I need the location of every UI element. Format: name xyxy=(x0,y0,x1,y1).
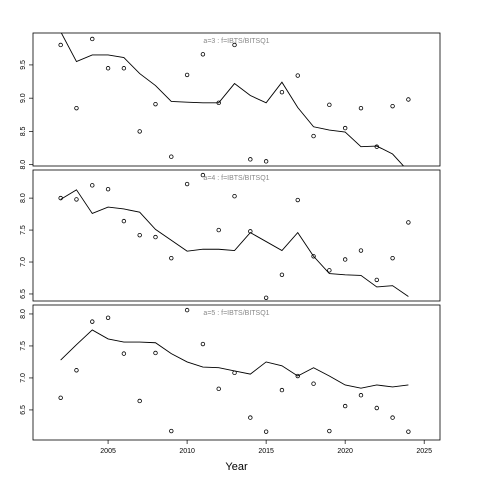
data-point xyxy=(90,319,95,324)
x-tick-label: 2020 xyxy=(337,448,353,455)
data-point xyxy=(327,428,332,434)
y-tick-label: 7.5 xyxy=(20,225,27,235)
data-point xyxy=(263,429,269,434)
y-tick-label: 7.0 xyxy=(20,257,27,267)
data-point xyxy=(311,381,316,386)
data-point xyxy=(406,220,411,225)
data-point xyxy=(74,105,79,111)
data-point xyxy=(295,197,300,203)
data-point xyxy=(216,227,221,233)
data-point xyxy=(406,97,411,102)
data-point xyxy=(390,255,395,261)
data-point xyxy=(232,42,237,48)
panel-frame xyxy=(32,169,441,302)
data-point xyxy=(200,172,206,178)
data-point xyxy=(374,405,379,411)
data-point xyxy=(279,387,285,393)
data-point xyxy=(74,197,79,202)
data-point xyxy=(342,257,348,262)
data-point xyxy=(200,341,206,347)
data-line xyxy=(60,329,409,389)
data-point xyxy=(295,73,300,78)
data-point xyxy=(232,193,237,199)
data-point xyxy=(295,373,300,379)
data-point xyxy=(121,351,127,356)
data-point xyxy=(311,254,316,259)
y-tick-label: 9.0 xyxy=(20,93,27,103)
data-point xyxy=(105,186,111,192)
data-point xyxy=(121,66,127,71)
data-point xyxy=(342,403,348,409)
data-point xyxy=(105,315,111,320)
data-point xyxy=(137,129,142,134)
data-point xyxy=(342,125,348,131)
y-tick-label: 8.5 xyxy=(20,126,27,136)
data-point xyxy=(169,255,174,261)
data-point xyxy=(137,232,142,238)
data-point xyxy=(74,368,79,373)
data-point xyxy=(263,159,269,164)
y-tick-label: 8.0 xyxy=(20,193,27,203)
data-point xyxy=(358,393,364,398)
data-point xyxy=(248,157,253,162)
data-point xyxy=(90,183,95,188)
y-tick-label: 6.5 xyxy=(20,289,27,299)
data-point xyxy=(358,105,364,111)
y-tick-label: 9.5 xyxy=(20,60,27,70)
x-tick-label: 2015 xyxy=(258,448,274,455)
data-point xyxy=(327,102,332,108)
y-tick-label: 7.5 xyxy=(20,341,27,351)
data-point xyxy=(406,429,411,434)
data-point xyxy=(58,395,63,400)
data-point xyxy=(279,89,285,95)
data-point xyxy=(153,350,158,356)
y-tick-label: 8.0 xyxy=(20,160,27,170)
data-point xyxy=(58,42,63,48)
data-point xyxy=(200,52,206,57)
panel-title: a=4 : f=IBTS/BITSQ1 xyxy=(203,175,269,182)
data-point xyxy=(248,415,253,420)
data-point xyxy=(311,133,316,139)
data-point xyxy=(390,415,395,420)
plot-area xyxy=(58,33,411,166)
data-point xyxy=(216,386,221,392)
panel-title: a=5 : f=IBTS/BITSQ1 xyxy=(203,310,269,317)
data-line xyxy=(60,189,409,297)
data-point xyxy=(390,103,395,109)
data-line xyxy=(60,33,405,166)
y-tick-label: 7.0 xyxy=(20,373,27,383)
x-tick-label: 2005 xyxy=(100,448,116,455)
data-point xyxy=(90,36,95,42)
plot-area xyxy=(58,172,411,301)
data-point xyxy=(169,428,174,434)
data-point xyxy=(184,181,190,187)
panel-frame xyxy=(32,304,441,441)
data-point xyxy=(153,101,158,107)
panel-frame xyxy=(32,32,441,167)
y-tick-label: 6.5 xyxy=(20,405,27,415)
data-point xyxy=(263,295,269,301)
y-tick-label: 8.0 xyxy=(20,309,27,319)
data-point xyxy=(121,218,127,224)
plot-area xyxy=(58,307,411,434)
data-point xyxy=(184,72,190,78)
data-point xyxy=(137,398,142,404)
data-point xyxy=(153,234,158,240)
data-point xyxy=(327,268,332,273)
data-point xyxy=(358,248,364,253)
x-axis-label: Year xyxy=(225,461,248,473)
data-point xyxy=(105,66,111,71)
data-point xyxy=(184,307,190,313)
data-point xyxy=(374,277,379,283)
data-point xyxy=(169,154,174,159)
panel-title: a=3 : f=IBTS/BITSQ1 xyxy=(203,38,269,45)
x-tick-label: 2010 xyxy=(179,448,195,455)
data-point xyxy=(279,272,285,277)
x-tick-label: 2025 xyxy=(416,448,432,455)
